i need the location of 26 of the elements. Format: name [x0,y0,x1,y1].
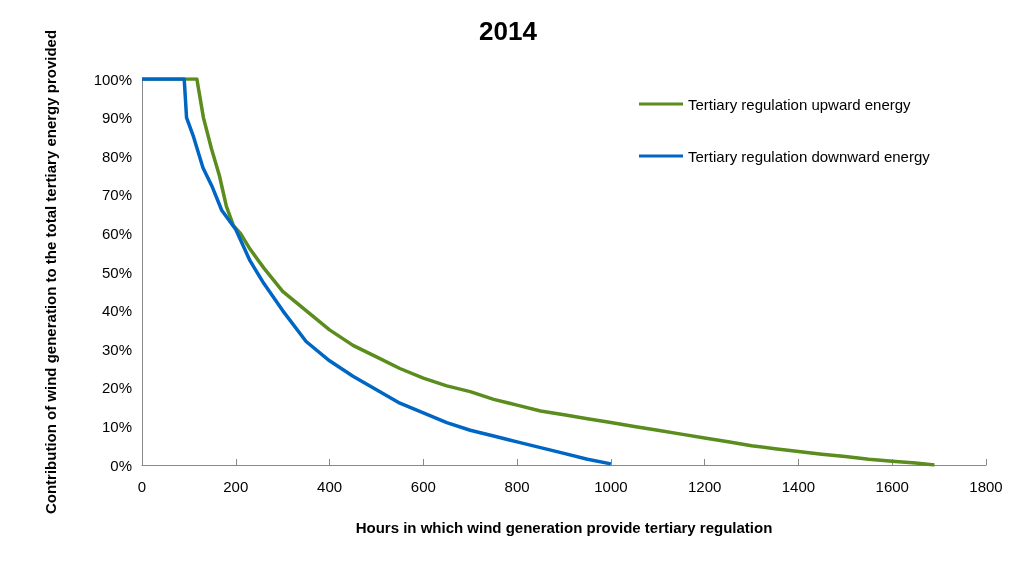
x-axis-title: Hours in which wind generation provide tertiary regulation [355,519,773,536]
x-tick-label: 800 [504,478,530,495]
x-tick-label: 200 [223,478,249,495]
x-tick-label: 1800 [969,478,1003,495]
y-tick-label: 100% [93,70,132,88]
x-tick-label: 1400 [781,478,816,495]
y-tick-label: 70% [101,186,132,204]
y-tick-label: 80% [101,147,132,165]
chart-title: 2014 [479,16,538,46]
x-tick-label: 1600 [875,478,909,495]
legend-label: Tertiary regulation upward energy [688,95,912,113]
y-tick-label: 50% [101,263,132,281]
x-tick-label: 600 [410,478,436,495]
y-tick-label: 30% [101,340,132,358]
y-tick-label: 40% [101,302,132,320]
x-tick-label: 0 [137,478,147,495]
legend-label: Tertiary regulation downward energy [688,147,931,165]
y-tick-label: 20% [101,379,132,397]
x-tick-label: 400 [317,478,343,495]
y-tick-label: 90% [101,109,132,127]
x-tick-label: 1200 [687,478,722,495]
y-tick-label: 60% [101,224,132,242]
y-tick-label: 10% [101,417,132,435]
y-tick-label: 0% [110,456,132,474]
y-axis-title: Contribution of wind generation to the total tertiary energy provided [41,29,59,515]
x-tick-label: 1000 [594,478,628,495]
